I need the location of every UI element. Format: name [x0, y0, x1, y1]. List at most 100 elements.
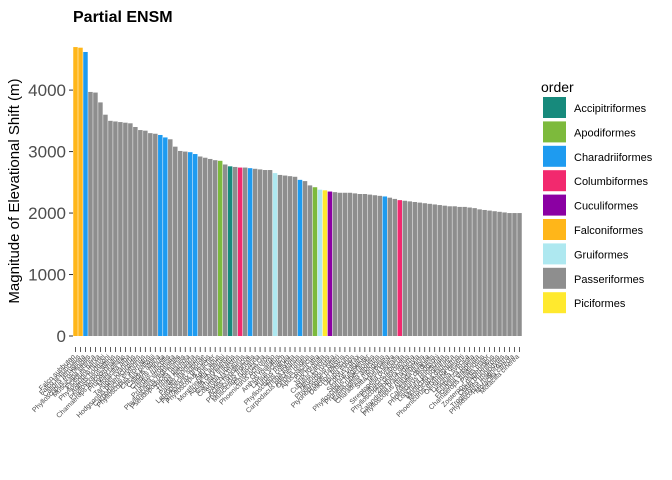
y-tick-label: 3000 [28, 143, 66, 162]
bar [387, 197, 393, 336]
bar [287, 176, 293, 336]
bar [247, 168, 253, 336]
bar [138, 130, 143, 336]
bar [163, 137, 168, 336]
legend-label: Passeriformes [574, 274, 645, 286]
bar [512, 213, 517, 336]
bar [327, 191, 333, 336]
legend-swatch [543, 170, 566, 192]
y-tick-label: 0 [57, 327, 66, 346]
legend-items: Accipitriformes Apodiformes Charadriiforme… [543, 97, 653, 314]
bar [307, 185, 313, 336]
y-tick-label: 2000 [28, 204, 66, 223]
bar [297, 179, 303, 336]
bar [427, 203, 432, 336]
bar [302, 181, 308, 336]
bar [447, 206, 452, 336]
legend-label: Accipitriformes [574, 103, 647, 115]
bar [382, 196, 388, 336]
bar [217, 160, 223, 336]
bar [477, 209, 482, 336]
bar [467, 207, 472, 336]
legend: order Accipitriformes Apodiformes Charadri… [541, 79, 653, 314]
bar [242, 167, 248, 336]
bar [168, 139, 173, 336]
legend-label: Gruiformes [574, 249, 629, 261]
bar [492, 211, 497, 336]
bar [377, 195, 383, 336]
bar [187, 152, 193, 336]
legend-label: Falconiformes [574, 225, 644, 237]
y-axis-label: Magnitude of Elevational Shift (m) [6, 78, 23, 303]
bar [133, 126, 138, 337]
bar [158, 134, 163, 336]
bar [472, 208, 477, 336]
bar [88, 91, 93, 336]
bar [118, 122, 123, 336]
bar [202, 157, 208, 336]
bar [337, 192, 343, 336]
bar [73, 47, 78, 336]
bar [267, 170, 273, 336]
bar [277, 174, 283, 336]
legend-label: Cuculiformes [574, 201, 639, 213]
bar [487, 210, 492, 336]
bar [452, 206, 457, 336]
y-axis-ticks: 0 1000 2000 3000 4000 [28, 81, 73, 346]
bar [517, 213, 522, 336]
legend-swatch [543, 243, 566, 265]
bar [292, 176, 298, 336]
bar [312, 187, 318, 336]
bar [372, 195, 378, 336]
legend-label: Apodiformes [574, 127, 636, 139]
bar [128, 123, 133, 336]
bar [272, 173, 278, 336]
bar [222, 164, 228, 336]
bar [322, 190, 328, 336]
bar [252, 168, 258, 336]
bar [227, 166, 233, 336]
bar [332, 192, 338, 336]
bar [148, 133, 153, 336]
bar [507, 213, 512, 336]
bar [497, 211, 502, 336]
legend-label: Charadriiformes [574, 152, 653, 164]
legend-swatch [543, 121, 566, 143]
bar [437, 205, 442, 336]
legend-swatch [543, 194, 566, 216]
bar [402, 200, 408, 336]
legend-swatch [543, 267, 566, 289]
bar [482, 209, 487, 336]
bar [232, 166, 238, 336]
bar [83, 51, 88, 337]
bar [442, 205, 447, 336]
bar [103, 114, 108, 336]
bar [197, 156, 203, 336]
bar [342, 192, 348, 336]
bar [362, 194, 368, 336]
bar [392, 198, 398, 336]
bar [98, 102, 103, 337]
bar [317, 189, 323, 336]
bar [237, 167, 243, 336]
bar [108, 120, 113, 336]
bar [192, 154, 198, 336]
bar [432, 204, 437, 336]
bar [367, 194, 373, 336]
bar [412, 201, 417, 336]
y-tick-label: 1000 [28, 266, 66, 285]
bar [93, 92, 98, 336]
legend-swatch [543, 97, 566, 118]
legend-title: order [541, 79, 574, 95]
bar [352, 193, 358, 336]
chart-title: Partial ENSM [73, 9, 173, 26]
bar [262, 170, 268, 336]
bar [123, 122, 128, 336]
legend-swatch [543, 219, 566, 240]
bar [502, 212, 507, 336]
bars-group [73, 47, 522, 337]
legend-label: Piciformes [574, 298, 626, 310]
bar [113, 121, 118, 337]
